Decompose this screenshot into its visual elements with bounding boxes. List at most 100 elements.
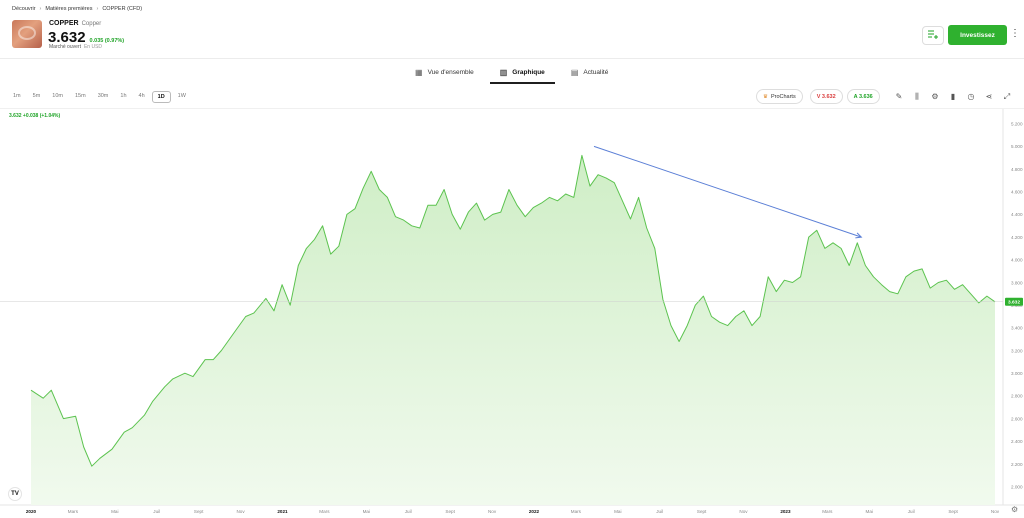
timeframe-selector: 1m 5m 10m 15m 30m 1h 4h 1D 1W bbox=[8, 91, 191, 103]
tradingview-logo[interactable]: TV bbox=[8, 487, 22, 501]
sell-button[interactable]: V 3.632 bbox=[809, 89, 843, 104]
share-icon[interactable]: ⋖ bbox=[985, 92, 993, 101]
settings-icon[interactable]: ⚙ bbox=[931, 92, 939, 101]
breadcrumb-section[interactable]: Matières premières bbox=[45, 6, 93, 12]
y-tick-label: 2.000 bbox=[1011, 484, 1023, 489]
copper-logo bbox=[12, 20, 42, 48]
y-tick-label: 5.000 bbox=[1011, 144, 1023, 149]
buy-button[interactable]: A 3.636 bbox=[846, 89, 880, 104]
x-tick-label: 2021 bbox=[277, 509, 288, 514]
trend-arrowhead bbox=[855, 232, 863, 239]
y-tick-label: 2.400 bbox=[1011, 439, 1023, 444]
breadcrumb-current: COPPER (CFD) bbox=[102, 6, 143, 12]
news-icon: ▤ bbox=[570, 67, 579, 77]
timeframe-1h[interactable]: 1h bbox=[120, 93, 127, 99]
currency-label: En USD bbox=[83, 44, 103, 50]
chart-tools: ♛ ProCharts V 3.632 A 3.636 bbox=[756, 89, 880, 104]
market-status: Marché ouvert En USD bbox=[49, 44, 102, 50]
price-chart[interactable]: 5.200 5.000 4.800 4.600 4.400 4.200 4.000 3.800… bbox=[0, 109, 1024, 518]
price-change: 0.035 (0.97%) bbox=[89, 38, 125, 44]
x-tick-label: Mars bbox=[319, 509, 330, 514]
breadcrumb-home[interactable]: Découvrir bbox=[12, 6, 36, 12]
y-tick-label: 5.200 bbox=[1011, 121, 1023, 126]
x-tick-label: Nov bbox=[739, 509, 748, 514]
invest-button[interactable]: Investissez bbox=[948, 25, 1007, 45]
asset-price: 3.632 bbox=[48, 29, 86, 46]
fullscreen-icon[interactable]: ⤢ bbox=[1003, 92, 1011, 101]
x-tick-label: 2022 bbox=[529, 509, 540, 514]
chart-type-icon[interactable]: ▮ bbox=[950, 92, 956, 101]
x-tick-label: Mai bbox=[363, 509, 370, 514]
x-tick-label: Mars bbox=[68, 509, 79, 514]
tab-label: Vue d'ensemble bbox=[427, 68, 474, 76]
asset-symbol: COPPER bbox=[49, 20, 79, 27]
y-tick-label: 4.800 bbox=[1011, 167, 1023, 172]
x-tick-label: Nov bbox=[236, 509, 245, 514]
timeframe-1w[interactable]: 1W bbox=[177, 93, 186, 99]
y-tick-label: 4.400 bbox=[1011, 212, 1023, 217]
price-line bbox=[30, 154, 996, 467]
chart-icon: ▥ bbox=[499, 67, 508, 77]
x-tick-label: Juil bbox=[405, 509, 412, 514]
x-tick-label: Juil bbox=[656, 509, 663, 514]
x-tick-label: Mai bbox=[111, 509, 118, 514]
y-tick-label: 3.000 bbox=[1011, 371, 1023, 376]
asset-fullname: Copper bbox=[81, 21, 102, 27]
timeframe-1d[interactable]: 1D bbox=[151, 91, 171, 103]
chart-settings-icon[interactable]: ⚙ bbox=[1011, 505, 1019, 514]
y-tick-label: 2.600 bbox=[1011, 416, 1023, 421]
tab-label: Graphique bbox=[512, 68, 545, 76]
x-tick-label: Sept bbox=[445, 509, 455, 514]
tab-overview[interactable]: ▦ Vue d'ensemble bbox=[413, 60, 476, 84]
crown-icon: ♛ bbox=[763, 93, 768, 100]
current-price-label: 3.632 bbox=[1008, 300, 1020, 306]
timeframe-5m[interactable]: 5m bbox=[32, 93, 41, 99]
tab-news[interactable]: ▤ Actualité bbox=[569, 60, 611, 84]
draw-pencil-icon[interactable]: ✎ bbox=[895, 92, 903, 101]
chart-legend: 3.632 +0.038 (+1.04%) bbox=[9, 113, 61, 119]
prochart-button[interactable]: ♛ ProCharts bbox=[756, 89, 803, 104]
chevron-right-icon: › bbox=[39, 6, 42, 12]
x-tick-label: Juil bbox=[908, 509, 915, 514]
clock-icon[interactable]: ◷ bbox=[967, 92, 975, 101]
indicators-icon[interactable]: ⫼ bbox=[915, 92, 919, 101]
x-tick-label: Mars bbox=[822, 509, 833, 514]
x-tick-label: 2020 bbox=[26, 509, 37, 514]
y-tick-label: 3.200 bbox=[1011, 348, 1023, 353]
trend-line[interactable] bbox=[593, 145, 862, 238]
timeframe-15m[interactable]: 15m bbox=[74, 93, 86, 99]
chevron-right-icon: › bbox=[96, 6, 99, 12]
x-tick-label: Juil bbox=[153, 509, 160, 514]
timeframe-10m[interactable]: 10m bbox=[52, 93, 63, 99]
y-tick-label: 2.800 bbox=[1011, 394, 1023, 399]
y-tick-label: 2.200 bbox=[1011, 462, 1023, 467]
timeframe-30m[interactable]: 30m bbox=[97, 93, 109, 99]
current-price-badge bbox=[1005, 297, 1023, 306]
chart-svg[interactable]: 5.200 5.000 4.800 4.600 4.400 4.200 4.000 3.800… bbox=[0, 109, 1024, 518]
more-vert-icon[interactable]: ⋮ bbox=[1010, 28, 1020, 39]
timeframe-1m[interactable]: 1m bbox=[13, 93, 21, 99]
tab-label: Actualité bbox=[583, 68, 609, 76]
x-tick-label: Sept bbox=[194, 509, 204, 514]
y-tick-label: 4.200 bbox=[1011, 235, 1023, 240]
y-tick-label: 4.600 bbox=[1011, 190, 1023, 195]
timeframe-4h[interactable]: 4h bbox=[138, 93, 145, 99]
divider bbox=[0, 58, 1024, 59]
x-tick-label: Mai bbox=[614, 509, 621, 514]
price-area bbox=[31, 155, 995, 505]
x-tick-label: Mai bbox=[866, 509, 873, 514]
watchlist-add-icon bbox=[928, 30, 938, 41]
price-row: 3.632 0.035 (0.97%) bbox=[48, 29, 124, 46]
y-tick-label: 4.000 bbox=[1011, 258, 1023, 263]
x-tick-label: Mars bbox=[571, 509, 582, 514]
watchlist-button[interactable] bbox=[922, 26, 944, 45]
x-tick-label: 2023 bbox=[780, 509, 791, 514]
y-tick-label: 3.400 bbox=[1011, 326, 1023, 331]
market-status-text: Marché ouvert bbox=[49, 44, 81, 50]
breadcrumb: Découvrir › Matières premières › COPPER … bbox=[12, 6, 142, 12]
divider bbox=[0, 108, 1024, 109]
tab-chart[interactable]: ▥ Graphique bbox=[489, 60, 555, 84]
x-tick-label: Sept bbox=[697, 509, 707, 514]
x-tick-label: Nov bbox=[488, 509, 497, 514]
